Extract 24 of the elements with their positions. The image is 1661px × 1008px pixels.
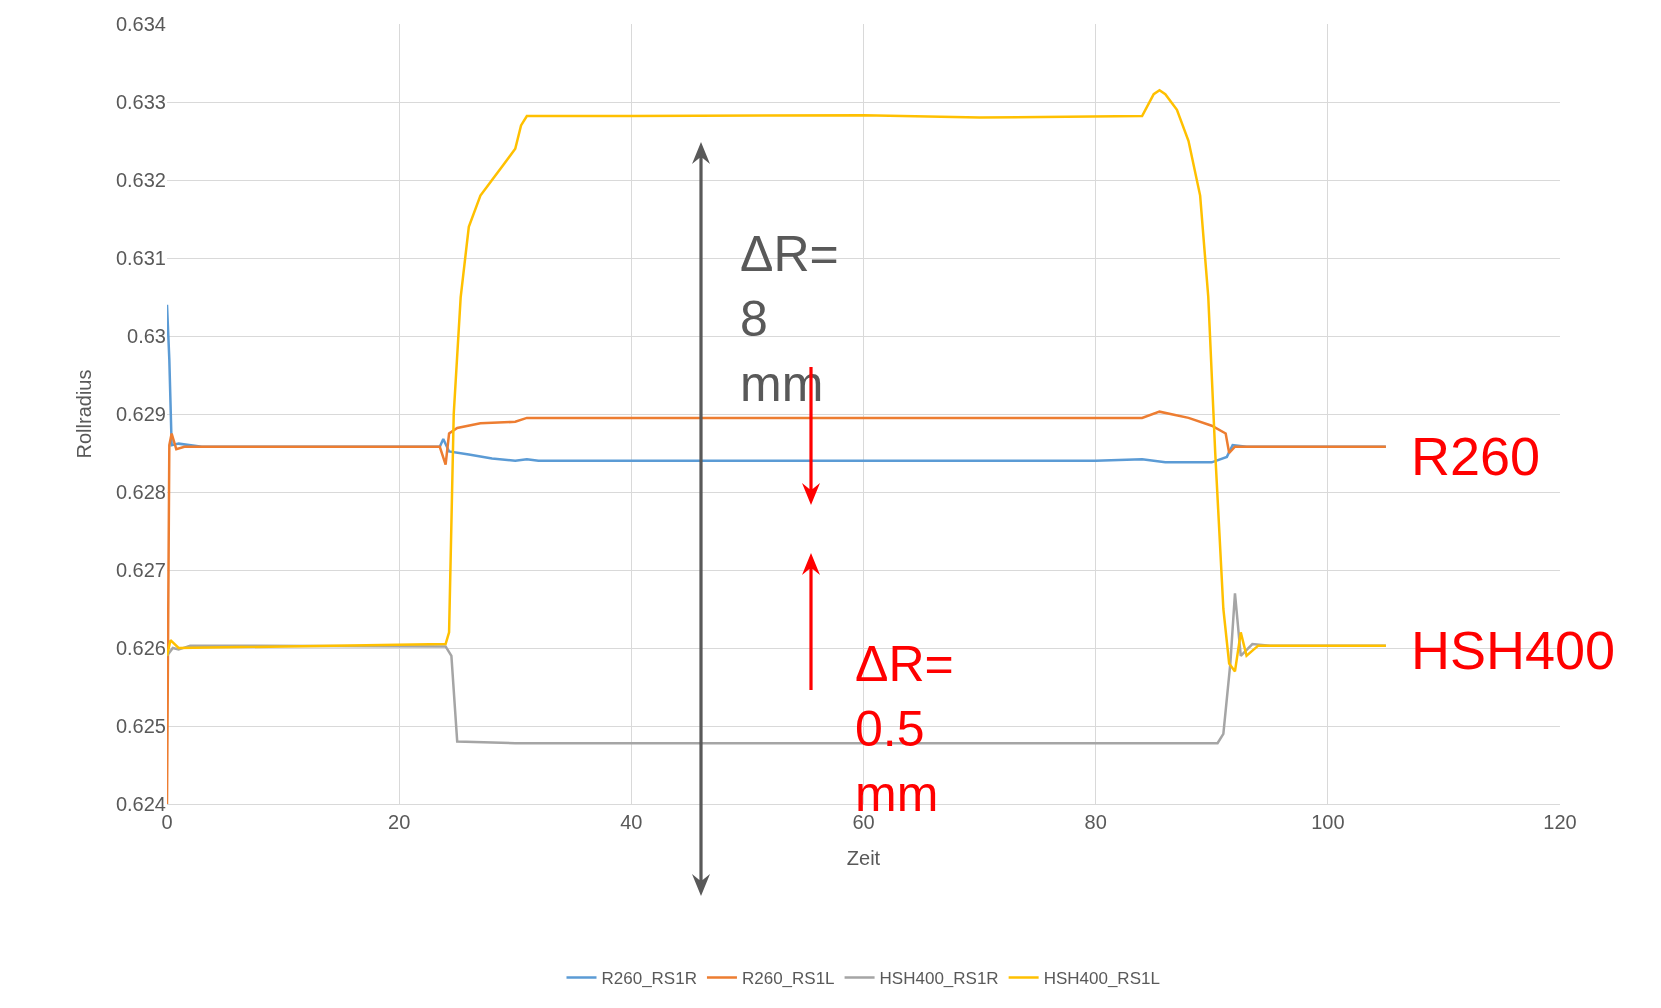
- x-tick-label: 100: [1311, 811, 1345, 833]
- annotation: R260: [1411, 426, 1541, 486]
- legend-label: HSH400_RS1R: [879, 969, 999, 989]
- x-tick-label: 20: [388, 811, 411, 833]
- y-tick-label: 0.63: [127, 325, 166, 347]
- x-tick-label: 80: [1084, 811, 1107, 833]
- legend-label: R260_RS1R: [601, 969, 697, 989]
- y-tick-label: 0.631: [115, 247, 166, 269]
- y-tick-label: 0.626: [115, 637, 166, 659]
- y-tick-label: 0.632: [115, 169, 166, 191]
- x-tick-label: 120: [1543, 811, 1577, 833]
- legend-label: HSH400_RS1L: [1043, 969, 1160, 989]
- x-tick-label: 40: [620, 811, 643, 833]
- legend-label: R260_RS1L: [741, 969, 835, 989]
- y-axis-title: Rollradius: [73, 369, 96, 459]
- x-axis-title: Zeit: [846, 846, 881, 869]
- annotation: HSH400: [1411, 620, 1616, 680]
- x-tick-label: 60: [852, 811, 875, 833]
- y-tick-label: 0.625: [115, 715, 166, 737]
- y-tick-label: 0.628: [115, 481, 166, 503]
- y-tick-label: 0.633: [115, 91, 166, 113]
- y-tick-label: 0.634: [115, 13, 166, 35]
- y-tick-label: 0.629: [115, 403, 166, 425]
- y-tick-label: 0.627: [115, 559, 166, 581]
